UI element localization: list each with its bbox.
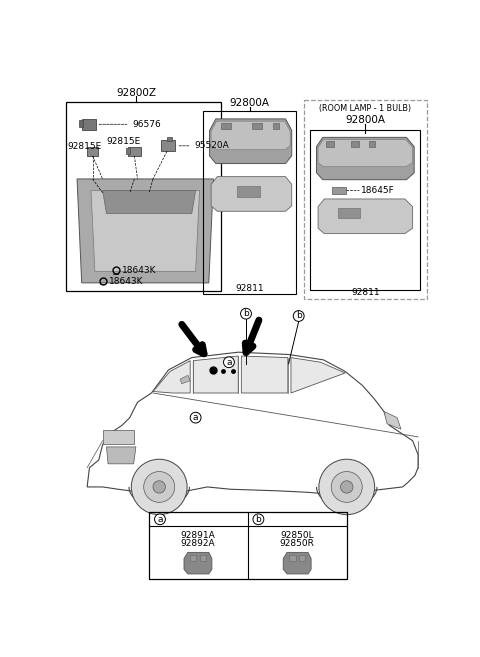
Polygon shape — [87, 352, 418, 495]
Text: b: b — [296, 311, 301, 321]
Polygon shape — [77, 179, 214, 283]
Bar — [190, 555, 196, 561]
Polygon shape — [241, 356, 288, 393]
Polygon shape — [283, 553, 311, 574]
Bar — [237, 186, 260, 196]
Bar — [82, 119, 96, 129]
Bar — [200, 555, 206, 561]
Bar — [332, 187, 346, 194]
Circle shape — [340, 481, 353, 493]
Bar — [221, 123, 230, 129]
Circle shape — [132, 459, 187, 514]
Polygon shape — [291, 357, 345, 393]
Text: 92811: 92811 — [236, 284, 264, 293]
Text: 18643K: 18643K — [109, 277, 144, 286]
Bar — [289, 555, 296, 561]
Polygon shape — [211, 121, 290, 150]
Bar — [161, 141, 175, 151]
Text: a: a — [193, 413, 198, 422]
Text: a: a — [192, 413, 199, 422]
Bar — [369, 141, 375, 147]
Bar — [252, 123, 262, 129]
Circle shape — [240, 308, 252, 319]
Bar — [204, 111, 296, 294]
Bar — [351, 141, 359, 147]
Text: 18645F: 18645F — [360, 186, 395, 195]
Polygon shape — [318, 140, 413, 167]
Text: 95520A: 95520A — [194, 141, 229, 150]
Circle shape — [144, 472, 175, 503]
Polygon shape — [384, 411, 401, 429]
Text: a: a — [157, 515, 163, 524]
Polygon shape — [184, 553, 212, 574]
Text: 92811: 92811 — [351, 288, 380, 298]
Text: b: b — [255, 515, 261, 524]
Polygon shape — [91, 191, 200, 271]
Bar — [311, 129, 420, 290]
Bar — [149, 512, 347, 579]
Bar — [304, 101, 427, 299]
Polygon shape — [193, 356, 238, 393]
Circle shape — [190, 412, 201, 423]
Text: 92850R: 92850R — [280, 539, 314, 548]
Text: 92815E: 92815E — [107, 137, 141, 147]
Text: (ROOM LAMP - 1 BULB): (ROOM LAMP - 1 BULB) — [319, 104, 411, 112]
Text: 92892A: 92892A — [180, 539, 215, 548]
Polygon shape — [103, 191, 196, 214]
Circle shape — [253, 514, 264, 525]
Text: 92850L: 92850L — [280, 531, 314, 540]
Bar — [122, 193, 153, 212]
Bar — [126, 148, 130, 154]
Bar — [161, 193, 184, 208]
Bar — [79, 120, 83, 127]
Polygon shape — [153, 361, 190, 393]
Text: 92800A: 92800A — [345, 116, 385, 125]
Polygon shape — [180, 375, 190, 384]
Bar — [167, 137, 172, 141]
Polygon shape — [210, 119, 292, 164]
Circle shape — [155, 514, 166, 525]
Text: 92800Z: 92800Z — [116, 87, 156, 98]
Bar — [338, 208, 360, 218]
Circle shape — [224, 357, 234, 367]
Bar — [128, 147, 141, 156]
Circle shape — [319, 459, 375, 514]
Circle shape — [153, 481, 166, 493]
Text: a: a — [226, 357, 232, 367]
Text: b: b — [243, 309, 249, 318]
Polygon shape — [318, 199, 413, 234]
Text: 18643K: 18643K — [122, 266, 156, 275]
Text: 92891A: 92891A — [180, 531, 216, 540]
Bar — [103, 430, 133, 444]
Circle shape — [331, 472, 362, 503]
Polygon shape — [211, 177, 292, 212]
Bar — [299, 555, 305, 561]
Bar — [326, 141, 334, 147]
Polygon shape — [316, 137, 414, 180]
Bar — [273, 123, 279, 129]
Text: 96576: 96576 — [132, 120, 161, 129]
Text: 92815E: 92815E — [68, 142, 102, 151]
Polygon shape — [107, 447, 136, 464]
Text: 92800A: 92800A — [230, 99, 270, 108]
Bar — [66, 102, 221, 290]
Bar — [87, 147, 98, 156]
Circle shape — [293, 311, 304, 321]
